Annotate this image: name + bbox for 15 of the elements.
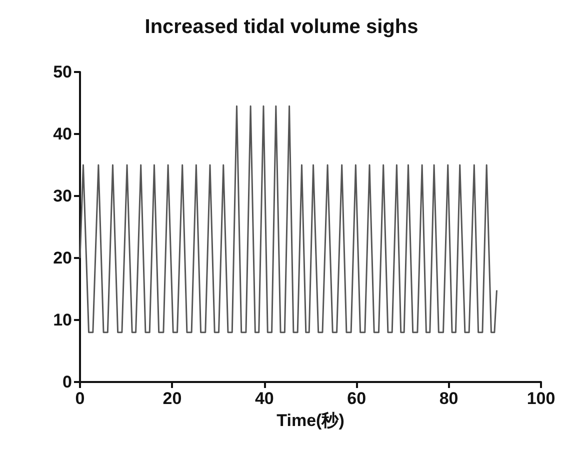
x-tick-label: 40 xyxy=(254,389,274,408)
line-series xyxy=(79,105,498,334)
x-tick-label: 0 xyxy=(75,389,85,408)
y-tick-label: 10 xyxy=(53,310,72,330)
y-tick-label: 40 xyxy=(53,124,72,144)
y-tick-label: 0 xyxy=(62,372,72,392)
chart-title: Increased tidal volume sighs xyxy=(144,16,418,38)
x-axis-title: Time(秒) xyxy=(276,411,344,430)
x-tick-label: 20 xyxy=(162,389,182,408)
x-tick-label: 100 xyxy=(526,389,556,408)
y-tick-label: 50 xyxy=(53,62,72,82)
x-tick-label: 80 xyxy=(439,389,458,408)
y-tick-label: 30 xyxy=(53,186,72,206)
x-tick-label: 60 xyxy=(347,389,366,408)
y-tick-label: 20 xyxy=(53,248,72,268)
